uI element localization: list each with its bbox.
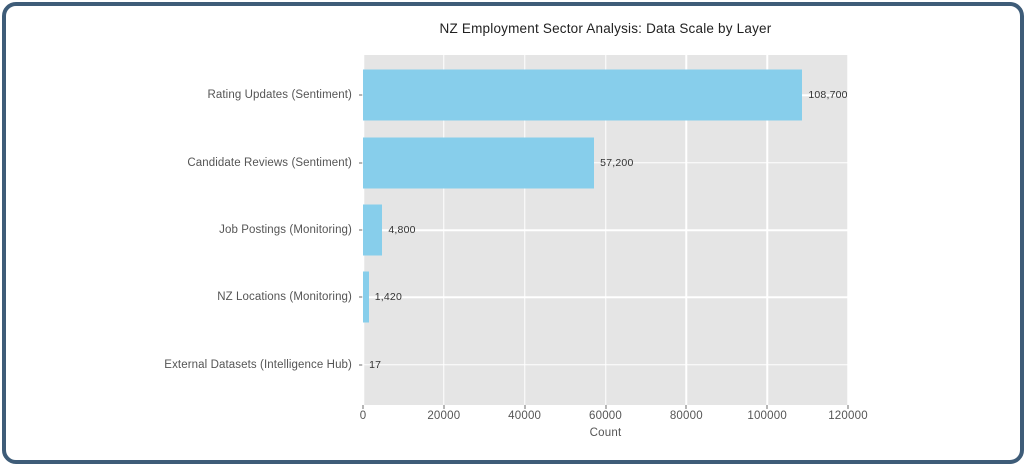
bar-value-label: 57,200	[600, 156, 634, 169]
y-tick-label: Rating Updates (Sentiment)	[207, 89, 352, 102]
x-tick	[685, 405, 687, 409]
plot-area: 108,700 57,200 4,800 1,420 17	[362, 55, 849, 405]
bar-value-label: 17	[369, 358, 382, 371]
x-tick	[362, 405, 364, 409]
bar	[363, 204, 383, 256]
y-tick	[359, 94, 363, 96]
x-tick-label: 60000	[589, 410, 622, 422]
bar	[363, 271, 369, 323]
y-tick-label: Candidate Reviews (Sentiment)	[187, 156, 352, 169]
gridline-horizontal	[363, 229, 848, 231]
bar	[363, 69, 803, 121]
gridline-horizontal	[363, 363, 848, 366]
x-tick	[847, 405, 849, 409]
bar-value-label: 1,420	[374, 291, 403, 304]
x-tick-label: 80000	[669, 410, 703, 422]
gridline-vertical	[847, 55, 849, 405]
gridline-horizontal	[363, 296, 848, 299]
y-axis-labels: Rating Updates (Sentiment) Candidate Revi…	[0, 55, 352, 405]
bar-value-label: 4,800	[388, 224, 416, 236]
gridline-horizontal	[363, 161, 848, 164]
y-tick-label: External Datasets (Intelligence Hub)	[164, 358, 352, 371]
bars-layer: 108,700 57,200 4,800 1,420 17	[363, 55, 848, 405]
x-tick-label: 0	[359, 410, 367, 422]
x-tick	[524, 405, 526, 409]
bar	[363, 137, 595, 189]
x-tick	[443, 405, 445, 409]
x-tick-label: 100000	[747, 410, 787, 422]
y-tick	[359, 364, 363, 366]
y-tick	[359, 162, 363, 164]
x-tick	[605, 405, 606, 409]
x-tick-label: 40000	[508, 410, 542, 422]
x-tick	[766, 405, 768, 409]
y-tick	[359, 296, 363, 298]
chart-title: NZ Employment Sector Analysis: Data Scal…	[439, 21, 772, 36]
x-axis-ticks	[362, 405, 849, 410]
y-tick-label: NZ Locations (Monitoring)	[217, 291, 352, 304]
y-axis-ticks	[358, 55, 363, 405]
y-tick-label: Job Postings (Monitoring)	[219, 224, 352, 236]
y-tick	[359, 229, 363, 231]
bar-value-label: 108,700	[808, 89, 848, 102]
x-tick-label: 20000	[427, 410, 461, 422]
x-tick-label: 120000	[828, 410, 868, 422]
x-axis-tick-labels: 0 20000 40000 60000 80000 100000 120000	[359, 410, 868, 425]
x-axis-label: Count	[589, 427, 622, 439]
